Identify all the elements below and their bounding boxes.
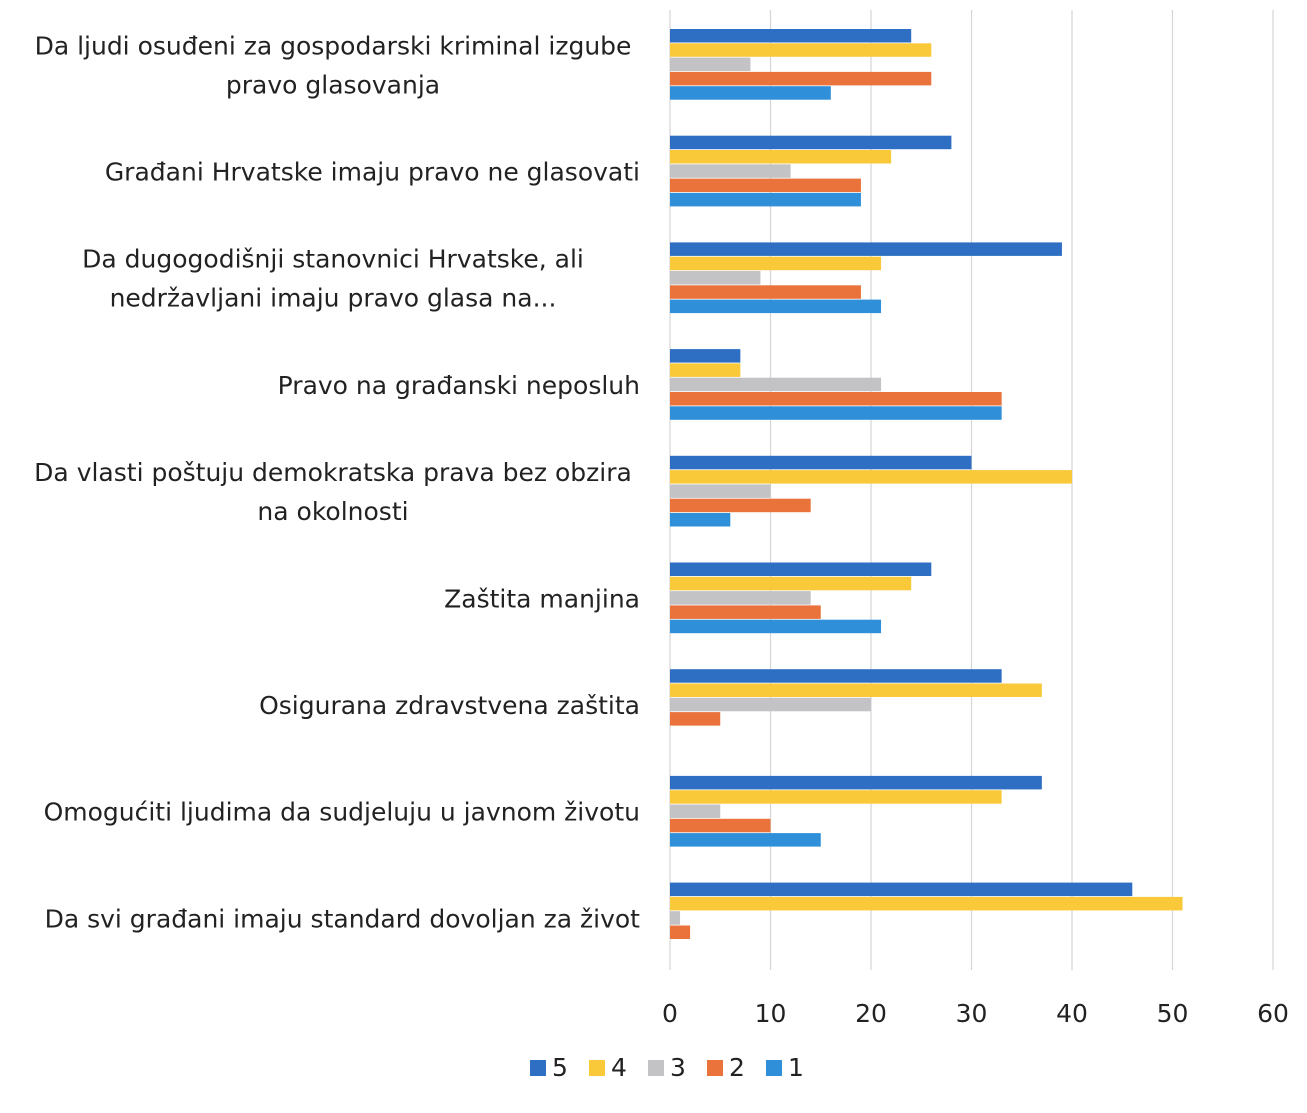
x-tick-label-10: 10 xyxy=(755,999,787,1028)
bar-cat3-series-2 xyxy=(670,285,861,299)
category-label-1-line-2: pravo glasovanja xyxy=(226,70,440,99)
category-label-5-line-2: na okolnosti xyxy=(257,497,408,526)
bar-cat3-series-4 xyxy=(670,256,882,271)
bar-cat1-series-2 xyxy=(670,71,932,86)
bar-cat4-series-1 xyxy=(670,406,1002,420)
category-label-6: Zaštita manjina xyxy=(444,584,640,613)
bar-cat9-series-5 xyxy=(670,882,1133,897)
category-label-3-line-1: Da dugogodišnji stanovnici Hrvatske, ali xyxy=(82,245,584,274)
bar-cat1-series-4 xyxy=(670,43,932,57)
bar-cat8-series-5 xyxy=(670,775,1042,790)
bar-cat9-series-4 xyxy=(670,896,1183,911)
category-labels: Da ljudi osuđeni za gospodarski kriminal… xyxy=(34,31,640,933)
bar-cat1-series-5 xyxy=(670,29,912,43)
bar-cat2-series-1 xyxy=(670,192,861,207)
category-label-1-line-1: Da ljudi osuđeni za gospodarski kriminal… xyxy=(35,31,632,60)
bar-cat3-series-1 xyxy=(670,299,882,314)
category-label-4: Pravo na građanski neposluh xyxy=(278,371,640,400)
x-axis-tick-labels: 0 10 20 30 40 50 60 xyxy=(662,999,1289,1028)
x-tick-label-40: 40 xyxy=(1056,999,1088,1028)
category-label-7: Osigurana zdravstvena zaštita xyxy=(259,691,640,720)
bar-cat1-series-3 xyxy=(670,57,751,72)
bar-cat7-series-3 xyxy=(670,697,871,712)
legend: 5 4 3 2 1 xyxy=(530,1053,804,1082)
bar-cat2-series-5 xyxy=(670,135,952,150)
bar-cat5-series-2 xyxy=(670,498,811,513)
bar-cat3-series-5 xyxy=(670,242,1062,256)
category-label-3-line-2: nedržavljani imaju pravo glasa na... xyxy=(110,284,557,313)
bar-cat8-series-3 xyxy=(670,804,721,818)
category-label-2: Građani Hrvatske imaju pravo ne glasovat… xyxy=(105,157,640,186)
legend-label-5: 5 xyxy=(552,1053,568,1082)
bar-cat4-series-5 xyxy=(670,349,741,363)
bar-cat5-series-3 xyxy=(670,484,771,498)
bar-cat6-series-2 xyxy=(670,605,821,619)
bar-cat6-series-4 xyxy=(670,576,912,591)
x-tick-label-20: 20 xyxy=(855,999,887,1028)
bar-cat8-series-1 xyxy=(670,833,821,847)
legend-swatch-5 xyxy=(530,1060,546,1076)
bar-cat7-series-2 xyxy=(670,712,721,726)
bar-cat4-series-2 xyxy=(670,392,1002,406)
category-label-9: Da svi građani imaju standard dovoljan z… xyxy=(45,904,641,933)
legend-label-2: 2 xyxy=(729,1053,745,1082)
bar-cat5-series-1 xyxy=(670,513,731,527)
x-tick-label-30: 30 xyxy=(956,999,988,1028)
legend-label-4: 4 xyxy=(611,1053,627,1082)
bar-cat9-series-2 xyxy=(670,925,691,939)
bar-cat6-series-1 xyxy=(670,619,882,634)
bar-cat8-series-2 xyxy=(670,818,771,833)
category-label-8: Omogućiti ljudima da sudjeluju u javnom … xyxy=(44,798,640,827)
bar-cat9-series-3 xyxy=(670,911,681,925)
bar-cat2-series-2 xyxy=(670,178,861,193)
bar-cat3-series-3 xyxy=(670,271,761,285)
legend-swatch-2 xyxy=(707,1060,723,1076)
bar-cat8-series-4 xyxy=(670,790,1002,804)
bar-cat7-series-5 xyxy=(670,669,1002,683)
bar-cat6-series-3 xyxy=(670,591,811,605)
bar-cat4-series-4 xyxy=(670,363,741,377)
legend-swatch-4 xyxy=(589,1060,605,1076)
bar-cat6-series-5 xyxy=(670,562,932,576)
bar-cat7-series-4 xyxy=(670,683,1042,697)
bars xyxy=(670,29,1183,939)
legend-label-1: 1 xyxy=(788,1053,804,1082)
legend-swatch-1 xyxy=(766,1060,782,1076)
bar-cat4-series-3 xyxy=(670,377,882,392)
bar-cat5-series-5 xyxy=(670,455,972,470)
bar-cat1-series-1 xyxy=(670,86,831,100)
x-tick-label-0: 0 xyxy=(662,999,678,1028)
bar-cat2-series-4 xyxy=(670,150,892,164)
bar-cat5-series-4 xyxy=(670,470,1072,484)
x-tick-label-50: 50 xyxy=(1157,999,1189,1028)
category-label-5-line-1: Da vlasti poštuju demokratska prava bez … xyxy=(34,458,632,487)
x-tick-label-60: 60 xyxy=(1257,999,1289,1028)
legend-swatch-3 xyxy=(648,1060,664,1076)
bar-cat2-series-3 xyxy=(670,164,791,178)
legend-label-3: 3 xyxy=(670,1053,686,1082)
